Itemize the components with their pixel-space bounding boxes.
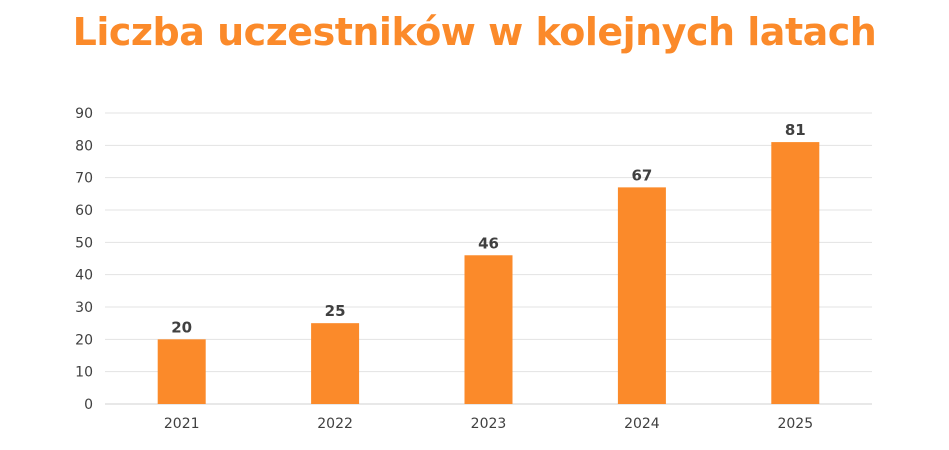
y-tick-label-20: 20 xyxy=(75,332,93,348)
x-tick-label-2022: 2022 xyxy=(317,416,353,432)
x-tick-label-2025: 2025 xyxy=(777,416,813,432)
data-label-2022: 25 xyxy=(325,302,346,320)
y-tick-label-40: 40 xyxy=(75,268,93,284)
y-tick-label-10: 10 xyxy=(75,365,93,381)
data-label-2024: 67 xyxy=(631,166,652,184)
y-tick-label-70: 70 xyxy=(75,171,93,187)
data-label-2021: 20 xyxy=(171,318,192,336)
y-tick-label-90: 90 xyxy=(75,106,93,122)
y-tick-label-0: 0 xyxy=(84,397,93,413)
y-tick-label-80: 80 xyxy=(75,138,93,154)
bar-2021 xyxy=(157,339,206,404)
data-label-2023: 46 xyxy=(478,234,499,252)
y-tick-label-60: 60 xyxy=(75,203,93,219)
bar-2025 xyxy=(771,142,820,404)
y-tick-label-50: 50 xyxy=(75,235,93,251)
bar-2022 xyxy=(311,323,360,404)
bar-2023 xyxy=(464,255,513,404)
x-tick-label-2024: 2024 xyxy=(624,416,660,432)
chart-title: Liczba uczestników w kolejnych latach xyxy=(72,10,877,54)
x-tick-label-2021: 2021 xyxy=(164,416,200,432)
bar-2024 xyxy=(617,187,666,404)
y-tick-label-30: 30 xyxy=(75,300,93,316)
data-label-2025: 81 xyxy=(785,121,806,139)
x-tick-label-2023: 2023 xyxy=(471,416,507,432)
